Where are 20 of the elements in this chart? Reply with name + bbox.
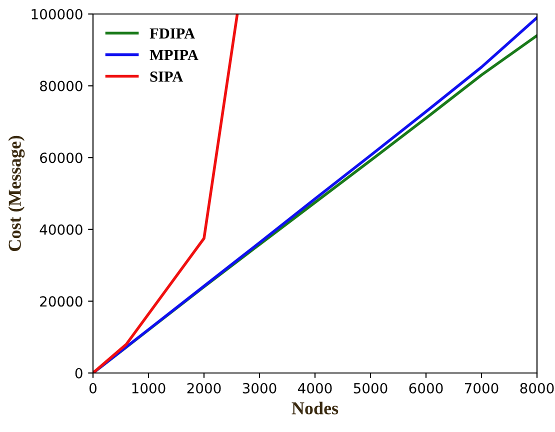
x-tick-label: 4000	[298, 382, 332, 394]
y-tick-label: 40000	[40, 224, 82, 235]
x-tick-label: 5000	[354, 382, 388, 394]
legend-label: MPIPA	[150, 50, 198, 60]
x-tick-label: 8000	[520, 382, 554, 394]
x-axis-title: Nodes	[292, 402, 338, 414]
x-tick-label: 0	[89, 382, 96, 394]
x-tick-label: 2000	[187, 382, 221, 394]
legend-label: SIPA	[150, 72, 184, 82]
y-axis-title: Cost (Message)	[8, 136, 25, 252]
y-tick-label: 0	[75, 368, 82, 378]
y-tick-label: 20000	[40, 296, 82, 307]
x-tick-label: 1000	[132, 382, 166, 394]
y-tick-label: 80000	[40, 80, 82, 92]
y-tick-label: 60000	[40, 152, 82, 164]
y-tick-label: 100000	[32, 8, 82, 20]
x-tick-label: 7000	[464, 382, 498, 394]
x-tick-label: 6000	[409, 382, 443, 394]
legend-label: FDIPA	[150, 28, 195, 38]
x-tick-label: 3000	[242, 382, 276, 394]
